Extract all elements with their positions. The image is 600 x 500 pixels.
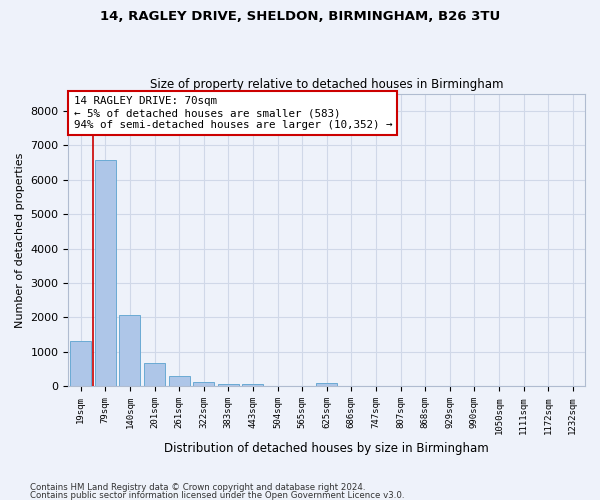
Text: Contains public sector information licensed under the Open Government Licence v3: Contains public sector information licen… xyxy=(30,490,404,500)
Bar xyxy=(119,314,140,386)
Bar xyxy=(242,384,263,386)
Bar xyxy=(144,363,165,386)
Bar xyxy=(218,384,239,386)
Bar xyxy=(193,382,214,386)
Bar xyxy=(70,341,91,386)
X-axis label: Distribution of detached houses by size in Birmingham: Distribution of detached houses by size … xyxy=(164,442,489,455)
Text: 14, RAGLEY DRIVE, SHELDON, BIRMINGHAM, B26 3TU: 14, RAGLEY DRIVE, SHELDON, BIRMINGHAM, B… xyxy=(100,10,500,23)
Text: 14 RAGLEY DRIVE: 70sqm
← 5% of detached houses are smaller (583)
94% of semi-det: 14 RAGLEY DRIVE: 70sqm ← 5% of detached … xyxy=(74,96,392,130)
Bar xyxy=(316,383,337,386)
Y-axis label: Number of detached properties: Number of detached properties xyxy=(15,152,25,328)
Text: Contains HM Land Registry data © Crown copyright and database right 2024.: Contains HM Land Registry data © Crown c… xyxy=(30,484,365,492)
Bar xyxy=(169,376,190,386)
Title: Size of property relative to detached houses in Birmingham: Size of property relative to detached ho… xyxy=(150,78,503,91)
Bar xyxy=(95,160,116,386)
